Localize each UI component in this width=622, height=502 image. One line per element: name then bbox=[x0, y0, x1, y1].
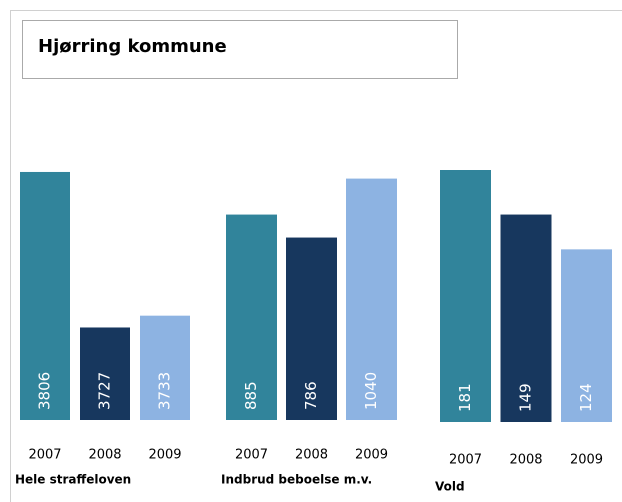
title-box bbox=[22, 20, 458, 79]
x-tick-label: 2007 bbox=[28, 448, 61, 463]
value-label: 181 bbox=[456, 383, 474, 412]
x-tick-label: 2007 bbox=[449, 453, 482, 468]
x-axis-label: Hele straffeloven bbox=[15, 473, 131, 487]
bar bbox=[20, 171, 70, 420]
x-tick-label: 2008 bbox=[509, 453, 542, 468]
bar bbox=[346, 178, 397, 420]
value-label: 786 bbox=[302, 381, 320, 410]
bar bbox=[286, 237, 337, 420]
value-label: 885 bbox=[242, 381, 260, 410]
x-tick-label: 2008 bbox=[88, 448, 121, 463]
x-tick-label: 2009 bbox=[570, 453, 603, 468]
x-tick-label: 2008 bbox=[295, 448, 328, 463]
bar bbox=[500, 214, 552, 422]
bar bbox=[561, 249, 612, 422]
value-label: 3733 bbox=[156, 372, 174, 410]
bar bbox=[440, 170, 491, 422]
bar bbox=[140, 315, 190, 420]
value-label: 3806 bbox=[36, 372, 54, 410]
x-tick-label: 2009 bbox=[148, 448, 181, 463]
x-axis-label: Vold bbox=[435, 480, 465, 494]
value-label: 124 bbox=[577, 383, 595, 412]
bar bbox=[80, 327, 130, 420]
value-label: 149 bbox=[517, 383, 535, 412]
x-tick-label: 2007 bbox=[235, 448, 268, 463]
x-tick-label: 2009 bbox=[355, 448, 388, 463]
x-axis-label: Indbrud beboelse m.v. bbox=[221, 473, 372, 487]
value-label: 3727 bbox=[96, 372, 114, 410]
value-label: 1040 bbox=[362, 372, 380, 410]
bar bbox=[226, 214, 277, 420]
chart-title: Hjørring kommune bbox=[38, 36, 227, 57]
